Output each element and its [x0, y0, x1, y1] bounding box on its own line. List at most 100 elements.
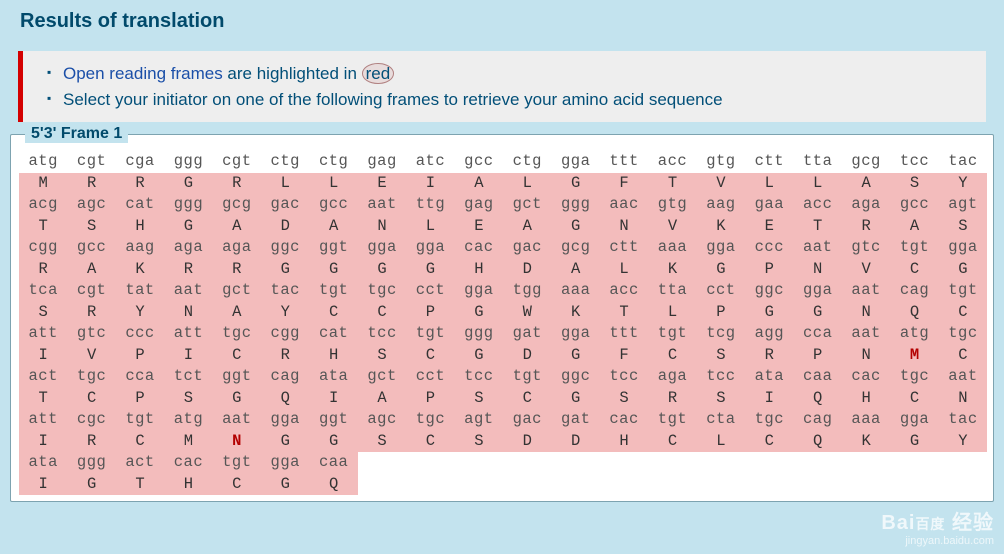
aa-cell[interactable]: V: [697, 173, 745, 195]
aa-cell[interactable]: Q: [890, 302, 938, 324]
aa-cell[interactable]: A: [213, 216, 261, 238]
aa-cell[interactable]: I: [745, 388, 793, 410]
aa-cell[interactable]: N: [939, 388, 987, 410]
aa-cell[interactable]: Y: [939, 173, 987, 195]
aa-cell[interactable]: G: [67, 474, 115, 496]
aa-cell[interactable]: L: [261, 173, 309, 195]
aa-cell[interactable]: Q: [309, 474, 357, 496]
aa-cell[interactable]: L: [794, 173, 842, 195]
aa-cell[interactable]: A: [551, 259, 599, 281]
aa-cell[interactable]: D: [503, 259, 551, 281]
aa-cell[interactable]: G: [745, 302, 793, 324]
aa-cell[interactable]: R: [19, 259, 67, 281]
aa-cell[interactable]: K: [648, 259, 696, 281]
aa-cell[interactable]: S: [455, 431, 503, 453]
aa-cell[interactable]: A: [213, 302, 261, 324]
aa-cell[interactable]: G: [213, 388, 261, 410]
aa-cell[interactable]: T: [648, 173, 696, 195]
aa-cell[interactable]: Q: [794, 431, 842, 453]
aa-cell[interactable]: K: [551, 302, 599, 324]
aa-cell[interactable]: D: [503, 345, 551, 367]
aa-cell[interactable]: F: [600, 345, 648, 367]
aa-cell[interactable]: C: [67, 388, 115, 410]
aa-cell[interactable]: G: [551, 345, 599, 367]
aa-cell[interactable]: S: [890, 173, 938, 195]
aa-cell[interactable]: R: [67, 302, 115, 324]
aa-cell[interactable]: P: [116, 388, 164, 410]
orf-link[interactable]: Open reading frames: [63, 64, 223, 83]
aa-cell[interactable]: C: [213, 345, 261, 367]
aa-cell[interactable]: I: [406, 173, 454, 195]
aa-cell[interactable]: R: [648, 388, 696, 410]
aa-cell[interactable]: P: [794, 345, 842, 367]
aa-cell[interactable]: L: [697, 431, 745, 453]
aa-cell[interactable]: S: [455, 388, 503, 410]
aa-cell[interactable]: I: [309, 388, 357, 410]
aa-cell[interactable]: H: [164, 474, 212, 496]
aa-cell[interactable]: R: [116, 173, 164, 195]
aa-cell[interactable]: H: [455, 259, 503, 281]
aa-cell[interactable]: L: [503, 173, 551, 195]
aa-cell[interactable]: H: [600, 431, 648, 453]
aa-cell[interactable]: C: [309, 302, 357, 324]
aa-cell[interactable]: R: [745, 345, 793, 367]
aa-cell[interactable]: R: [67, 173, 115, 195]
aa-cell[interactable]: H: [842, 388, 890, 410]
aa-cell[interactable]: Y: [939, 431, 987, 453]
aa-cell[interactable]: N: [213, 431, 261, 453]
aa-cell[interactable]: G: [794, 302, 842, 324]
aa-cell[interactable]: G: [406, 259, 454, 281]
aa-cell[interactable]: G: [697, 259, 745, 281]
aa-cell[interactable]: E: [745, 216, 793, 238]
aa-cell[interactable]: A: [358, 388, 406, 410]
aa-cell[interactable]: N: [600, 216, 648, 238]
aa-cell[interactable]: L: [745, 173, 793, 195]
aa-cell[interactable]: T: [794, 216, 842, 238]
aa-cell[interactable]: G: [261, 474, 309, 496]
aa-cell[interactable]: R: [213, 173, 261, 195]
aa-cell[interactable]: C: [648, 431, 696, 453]
aa-cell[interactable]: A: [309, 216, 357, 238]
aa-cell[interactable]: S: [600, 388, 648, 410]
aa-cell[interactable]: H: [309, 345, 357, 367]
aa-cell[interactable]: V: [67, 345, 115, 367]
aa-cell[interactable]: G: [551, 173, 599, 195]
aa-cell[interactable]: S: [358, 345, 406, 367]
aa-cell[interactable]: G: [309, 259, 357, 281]
aa-cell[interactable]: E: [455, 216, 503, 238]
aa-cell[interactable]: C: [648, 345, 696, 367]
aa-cell[interactable]: Q: [794, 388, 842, 410]
aa-cell[interactable]: D: [551, 431, 599, 453]
aa-cell[interactable]: A: [503, 216, 551, 238]
aa-cell[interactable]: C: [406, 431, 454, 453]
aa-cell[interactable]: D: [261, 216, 309, 238]
aa-cell[interactable]: N: [842, 345, 890, 367]
aa-cell[interactable]: C: [503, 388, 551, 410]
aa-cell[interactable]: C: [406, 345, 454, 367]
aa-cell[interactable]: V: [648, 216, 696, 238]
aa-cell[interactable]: P: [697, 302, 745, 324]
aa-cell[interactable]: R: [842, 216, 890, 238]
aa-cell[interactable]: L: [600, 259, 648, 281]
aa-cell[interactable]: L: [309, 173, 357, 195]
aa-cell[interactable]: L: [406, 216, 454, 238]
aa-cell[interactable]: G: [261, 259, 309, 281]
aa-cell[interactable]: C: [939, 345, 987, 367]
aa-cell[interactable]: G: [164, 173, 212, 195]
aa-cell[interactable]: K: [116, 259, 164, 281]
aa-cell[interactable]: C: [745, 431, 793, 453]
aa-cell[interactable]: R: [213, 259, 261, 281]
aa-cell[interactable]: I: [164, 345, 212, 367]
aa-cell[interactable]: T: [116, 474, 164, 496]
aa-cell[interactable]: G: [455, 302, 503, 324]
aa-cell[interactable]: C: [890, 259, 938, 281]
aa-cell[interactable]: G: [309, 431, 357, 453]
aa-cell[interactable]: N: [794, 259, 842, 281]
aa-cell[interactable]: H: [116, 216, 164, 238]
aa-cell[interactable]: S: [939, 216, 987, 238]
aa-cell[interactable]: P: [406, 388, 454, 410]
aa-cell[interactable]: S: [19, 302, 67, 324]
aa-cell[interactable]: Q: [261, 388, 309, 410]
aa-cell[interactable]: W: [503, 302, 551, 324]
aa-cell[interactable]: G: [890, 431, 938, 453]
